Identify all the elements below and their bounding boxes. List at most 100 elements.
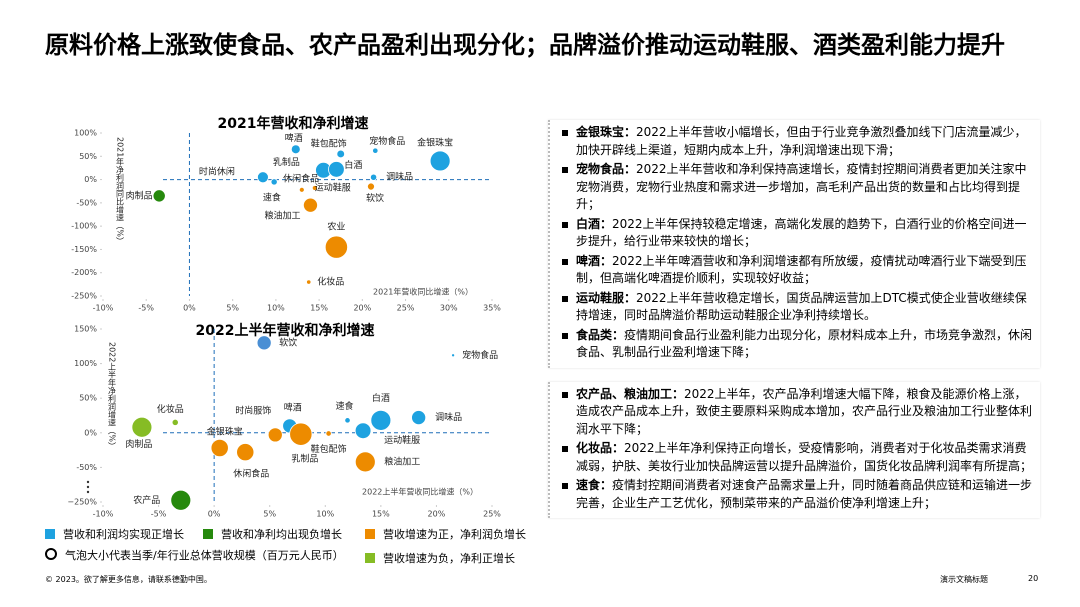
y-tick-label: -50% bbox=[76, 463, 97, 472]
slide-title: 原料价格上涨致使食品、农产品盈利出现分化；品牌溢价推动运动鞋服、酒类盈利能力提升 bbox=[45, 31, 1005, 59]
y-tick-label: -50% bbox=[76, 198, 97, 207]
x-tick-label: 15% bbox=[310, 304, 328, 313]
y-axis-label: 2022上半年净利润增速（%） bbox=[108, 342, 117, 450]
note-body: 疫情期间食品行业盈利能力出现分化，原材料成本上升，市场竞争激烈，休闲食品、乳制品… bbox=[576, 327, 1033, 360]
legend-text: 营收增速为正，净利润负增长 bbox=[383, 528, 526, 541]
bubble bbox=[256, 335, 272, 351]
bubble bbox=[411, 410, 427, 426]
legend-swatch bbox=[365, 529, 375, 539]
bubble-label: 时尚服饰 bbox=[235, 404, 271, 416]
footer-copyright: © 2023。欲了解更多信息，请联系德勤中国。 bbox=[45, 575, 212, 584]
x-tick-label: 15% bbox=[372, 510, 390, 519]
note-body: 2022上半年营收和净利保持高速增长，疫情封控期间消费者更加关注家中宠物消费，宠… bbox=[576, 162, 1027, 211]
note-head: 速食： bbox=[576, 478, 613, 492]
note-body: 2022上半年保持较稳定增速，高端化发展的趋势下，白酒行业的价格空间进一步提升，… bbox=[576, 216, 1027, 249]
bubble-label: 运动鞋服 bbox=[384, 434, 420, 446]
bubble bbox=[267, 427, 283, 443]
note-body: 2022上半年，农产品净利增速大幅下降，粮食及能源价格上涨，造成农产品成本上升，… bbox=[576, 386, 1033, 436]
bubble bbox=[336, 149, 345, 159]
legend-item: 气泡大小代表当季/年行业总体营收规模（百万元人民币） bbox=[45, 548, 344, 563]
chart-title: 2021年营收和净利增速 bbox=[218, 115, 369, 132]
bubble-label: 金银珠宝 bbox=[417, 136, 453, 148]
note-item: 食品类：疫情期间食品行业盈利能力出现分化，原材料成本上升，市场竞争激烈，休闲食品… bbox=[560, 327, 1034, 362]
bubble bbox=[324, 235, 348, 259]
bubble-label: 农产品 bbox=[133, 494, 160, 506]
bubble-label: 运动鞋服 bbox=[315, 181, 351, 193]
bubble-label: 粮油加工 bbox=[384, 455, 420, 467]
note-item: 农产品、粮油加工：2022上半年，农产品净利增速大幅下降，粮食及能源价格上涨，造… bbox=[560, 386, 1034, 439]
y-tick-label: -250% bbox=[71, 292, 97, 301]
legend-item: 营收和利润均实现正增长 bbox=[45, 528, 184, 542]
bubble bbox=[354, 451, 376, 473]
note-head: 食品类： bbox=[576, 327, 625, 342]
y-tick-label: 150% bbox=[74, 325, 97, 334]
bubble-label: 鞋包配饰 bbox=[311, 443, 347, 455]
bubble bbox=[306, 279, 312, 285]
bubble bbox=[451, 353, 456, 358]
bubble-label: 粮油加工 bbox=[264, 210, 300, 222]
note-head: 白酒： bbox=[576, 216, 613, 231]
bubble-label: 休闲食品 bbox=[283, 172, 319, 184]
note-item: 运动鞋服：2022上半年营收稳定增长，国货品牌运营加上DTC模式使企业营收继续保… bbox=[560, 290, 1034, 325]
note-box: 金银珠宝：2022上半年营收小幅增长，但由于行业竞争激烈叠加线下门店流量减少，加… bbox=[548, 120, 1040, 368]
bubble-label: 鞋包配饰 bbox=[311, 137, 347, 149]
bubble-label: 乳制品 bbox=[273, 156, 300, 168]
bubble-label: 化妆品 bbox=[317, 276, 344, 288]
x-tick-label: 25% bbox=[483, 510, 501, 519]
x-axis-label: 2021年营收同比增速（%） bbox=[373, 287, 473, 297]
bubble bbox=[354, 422, 372, 440]
x-axis-label: 2022上半年营收同比增速（%） bbox=[362, 487, 478, 497]
bubble bbox=[257, 171, 269, 184]
y-tick-label: -100% bbox=[71, 222, 97, 231]
x-tick-label: 0% bbox=[183, 304, 196, 313]
legend-item: 营收增速为正，净利润负增长 bbox=[365, 528, 526, 542]
bubble bbox=[298, 186, 305, 193]
note-head: 啤酒： bbox=[576, 253, 613, 268]
bubble-label: 软饮 bbox=[366, 192, 384, 204]
bubble-label: 宠物食品 bbox=[462, 349, 498, 361]
legend-swatch bbox=[365, 553, 375, 563]
note-item: 速食：疫情封控期间消费者对速食产品需求量上升，同时随着商品供应链和运输进一步完善… bbox=[560, 477, 1034, 512]
legend-text: 营收和净利均出现负增长 bbox=[221, 528, 342, 541]
bubble bbox=[302, 197, 318, 213]
bubble-label: 宠物食品 bbox=[369, 135, 405, 147]
note-body: 疫情封控期间消费者对速食产品需求量上升，同时随着商品供应链和运输进一步完善，企业… bbox=[576, 478, 1033, 510]
bubble bbox=[170, 489, 192, 511]
x-tick-label: -5% bbox=[151, 510, 167, 519]
legend-text: 营收和利润均实现正增长 bbox=[63, 528, 184, 541]
bubble-label: 啤酒 bbox=[284, 401, 302, 413]
y-axis-label: 2021年净利润同比增速（%） bbox=[116, 137, 125, 245]
x-tick-label: 10% bbox=[267, 304, 285, 313]
bubble bbox=[311, 185, 318, 191]
x-tick-label: -10% bbox=[93, 304, 114, 313]
y-tick-label: -150% bbox=[71, 245, 97, 254]
bubble bbox=[131, 416, 153, 438]
note-item: 化妆品：2022上半年净利保持正向增长，受疫情影响，消费者对于化妆品类需求消费减… bbox=[560, 440, 1034, 475]
bubble-label: 速食 bbox=[336, 400, 354, 412]
note-item: 啤酒：2022上半年啤酒营收和净利润增速都有所放缓，疫情扰动啤酒行业下端受到压制… bbox=[560, 253, 1034, 288]
bubble-label: 休闲食品 bbox=[233, 468, 269, 480]
note-head: 金银珠宝： bbox=[576, 125, 637, 139]
bubble bbox=[367, 182, 375, 191]
legend: 营收和利润均实现正增长 营收和净利均出现负增长 营收增速为正，净利润负增长气泡大小代… bbox=[45, 528, 545, 570]
note-item: 宠物食品：2022上半年营收和净利保持高速增长，疫情封控期间消费者更加关注家中宠… bbox=[560, 161, 1034, 214]
bubble-label: 金银珠宝 bbox=[207, 426, 243, 438]
note-box: 农产品、粮油加工：2022上半年，农产品净利增速大幅下降，粮食及能源价格上涨，造… bbox=[548, 381, 1040, 518]
bubble bbox=[290, 144, 301, 155]
note-body: 2022上半年净利保持正向增长，受疫情影响，消费者对于化妆品类需求消费减弱，护肤… bbox=[576, 441, 1033, 473]
x-tick-label: 10% bbox=[316, 510, 334, 519]
legend-swatch bbox=[45, 529, 55, 539]
note-body: 2022上半年营收稳定增长，国货品牌运营加上DTC模式使企业营收继续保持增速，同… bbox=[576, 290, 1027, 323]
bubble bbox=[370, 409, 392, 431]
bubble-label: 啤酒 bbox=[285, 132, 303, 144]
bubble-label: 调味品 bbox=[386, 171, 413, 183]
legend-item: 营收增速为负，净利正增长 bbox=[365, 552, 515, 566]
charts: 2021年营收和净利增速 2021年净利润同比增速（%） 2021年营收同比增速（%… bbox=[67, 115, 501, 519]
note-head: 化妆品： bbox=[576, 441, 625, 455]
legend-swatch bbox=[203, 529, 213, 539]
bubble bbox=[236, 443, 255, 462]
y-tick-label: 100% bbox=[74, 359, 97, 368]
bubble bbox=[370, 173, 378, 181]
y-tick-label: 0% bbox=[84, 175, 97, 184]
